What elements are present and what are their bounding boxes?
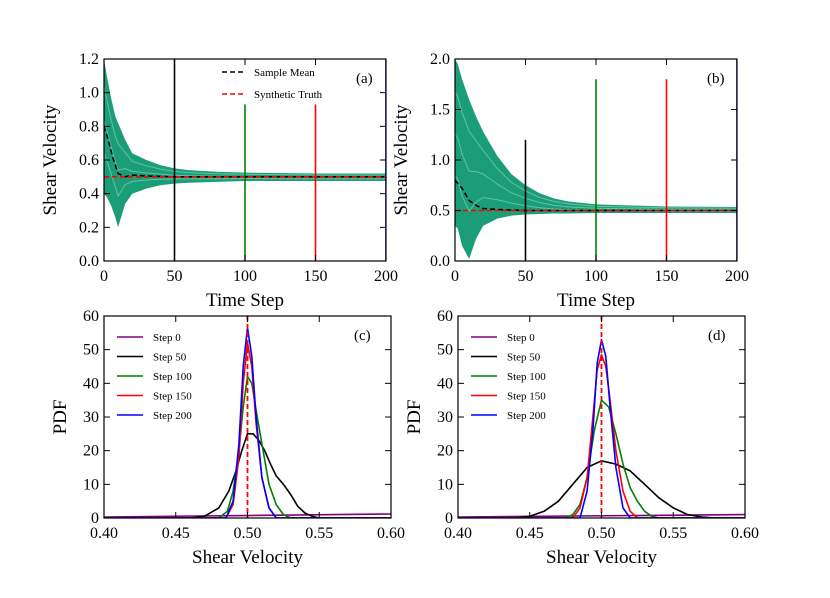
y-tick-label: 30 bbox=[437, 409, 453, 426]
y-axis-label: PDF bbox=[404, 400, 425, 435]
y-tick-label: 0.6 bbox=[79, 152, 99, 169]
ensemble-member-line bbox=[104, 153, 386, 198]
legend-label-sample-mean: Sample Mean bbox=[254, 67, 315, 79]
y-tick-label: 50 bbox=[437, 342, 453, 359]
y-tick-label: 1.0 bbox=[79, 85, 99, 102]
x-axis-label: Time Step bbox=[206, 290, 284, 311]
ensemble-member-line bbox=[104, 85, 386, 176]
x-tick-label: 0.45 bbox=[516, 525, 544, 542]
x-axis-label: Shear Velocity bbox=[546, 547, 657, 568]
y-tick-label: 0.2 bbox=[79, 219, 99, 236]
panel-tag: (c) bbox=[354, 328, 371, 344]
x-axis-label: Shear Velocity bbox=[192, 547, 303, 568]
panel-a: 0 50 100 150 200 0.0 0.2 0.4 0.6 0.8 1.0 1.2 Time St… bbox=[40, 51, 398, 311]
y-tick-label: 50 bbox=[83, 342, 99, 359]
x-tick-label: 150 bbox=[655, 268, 679, 285]
legend-label-synthetic-truth: Synthetic Truth bbox=[254, 89, 323, 101]
y-tick-label: 10 bbox=[437, 476, 453, 493]
pdf-curve-step-200 bbox=[104, 327, 391, 518]
x-tick-label: 0.60 bbox=[731, 525, 759, 542]
ensemble-member-line bbox=[455, 133, 737, 211]
legend-label-step-0: Step 0 bbox=[153, 332, 181, 344]
legend-label-step-150: Step 150 bbox=[507, 391, 546, 403]
x-tick-label: 0.60 bbox=[377, 525, 405, 542]
panel-tag: (b) bbox=[707, 71, 725, 87]
y-tick-label: 1.0 bbox=[430, 152, 450, 169]
x-tick-label: 0.55 bbox=[305, 525, 333, 542]
x-tick-label: 0 bbox=[100, 268, 108, 285]
y-tick-label: 60 bbox=[83, 308, 99, 325]
y-tick-label: 0 bbox=[445, 510, 453, 527]
ensemble-member-line bbox=[455, 92, 737, 209]
panel-c: 0.40 0.45 0.50 0.55 0.60 0 10 20 30 40 50 60 Shear V… bbox=[50, 308, 405, 568]
y-axis-label: PDF bbox=[50, 400, 71, 435]
legend-label-step-50: Step 50 bbox=[507, 352, 541, 364]
x-tick-label: 0 bbox=[451, 268, 459, 285]
y-tick-label: 1.2 bbox=[79, 51, 99, 68]
panel-b: 0 50 100 150 200 0.0 0.5 1.0 1.5 2.0 Time Step Shea… bbox=[391, 51, 749, 311]
y-tick-label: 1.5 bbox=[430, 102, 450, 119]
x-tick-label: 100 bbox=[584, 268, 608, 285]
y-tick-label: 20 bbox=[437, 443, 453, 460]
y-tick-label: 0.0 bbox=[79, 253, 99, 270]
legend-label-step-100: Step 100 bbox=[507, 371, 546, 383]
y-tick-label: 10 bbox=[83, 476, 99, 493]
panel-tag: (a) bbox=[356, 71, 373, 87]
y-tick-label: 0.8 bbox=[79, 118, 99, 135]
y-tick-label: 40 bbox=[83, 375, 99, 392]
y-tick-label: 0 bbox=[91, 510, 99, 527]
x-tick-label: 150 bbox=[304, 268, 328, 285]
y-tick-label: 40 bbox=[437, 375, 453, 392]
legend-label-step-50: Step 50 bbox=[153, 352, 187, 364]
sample-mean-line bbox=[104, 126, 386, 178]
legend-label-step-100: Step 100 bbox=[153, 371, 192, 383]
y-tick-label: 2.0 bbox=[430, 51, 450, 68]
x-tick-label: 100 bbox=[233, 268, 257, 285]
y-axis-label: Shear Velocity bbox=[391, 104, 412, 215]
pdf-curve-step-150 bbox=[458, 353, 745, 518]
plot-area bbox=[458, 316, 745, 518]
y-tick-label: 30 bbox=[83, 409, 99, 426]
y-tick-label: 0.5 bbox=[430, 203, 450, 220]
x-tick-label: 50 bbox=[518, 268, 534, 285]
legend-label-step-200: Step 200 bbox=[507, 410, 546, 422]
y-tick-label: 20 bbox=[83, 443, 99, 460]
y-axis-label: Shear Velocity bbox=[40, 104, 61, 215]
legend-label-step-200: Step 200 bbox=[153, 410, 192, 422]
y-tick-label: 0.4 bbox=[79, 186, 99, 203]
panel-d: 0.40 0.45 0.50 0.55 0.60 0 10 20 30 40 50 60 Shear V… bbox=[404, 308, 759, 568]
y-tick-label: 0.0 bbox=[430, 253, 450, 270]
y-tick-label: 60 bbox=[437, 308, 453, 325]
x-tick-label: 50 bbox=[167, 268, 183, 285]
x-tick-label: 0.40 bbox=[444, 525, 472, 542]
panel-tag: (d) bbox=[708, 328, 726, 344]
pdf-curve-step-100 bbox=[104, 375, 391, 518]
x-axis-label: Time Step bbox=[557, 290, 635, 311]
x-tick-label: 200 bbox=[374, 268, 398, 285]
pdf-curve-step-200 bbox=[458, 338, 745, 518]
x-tick-label: 0.50 bbox=[234, 525, 262, 542]
plot-area bbox=[104, 316, 391, 518]
plot-area bbox=[104, 59, 386, 261]
x-tick-label: 200 bbox=[725, 268, 749, 285]
x-tick-label: 0.50 bbox=[588, 525, 616, 542]
legend-label-step-0: Step 0 bbox=[507, 332, 535, 344]
x-tick-label: 0.55 bbox=[659, 525, 687, 542]
x-tick-label: 0.40 bbox=[90, 525, 118, 542]
legend-label-step-150: Step 150 bbox=[153, 391, 192, 403]
plot-area bbox=[455, 59, 737, 261]
x-tick-label: 0.45 bbox=[162, 525, 190, 542]
